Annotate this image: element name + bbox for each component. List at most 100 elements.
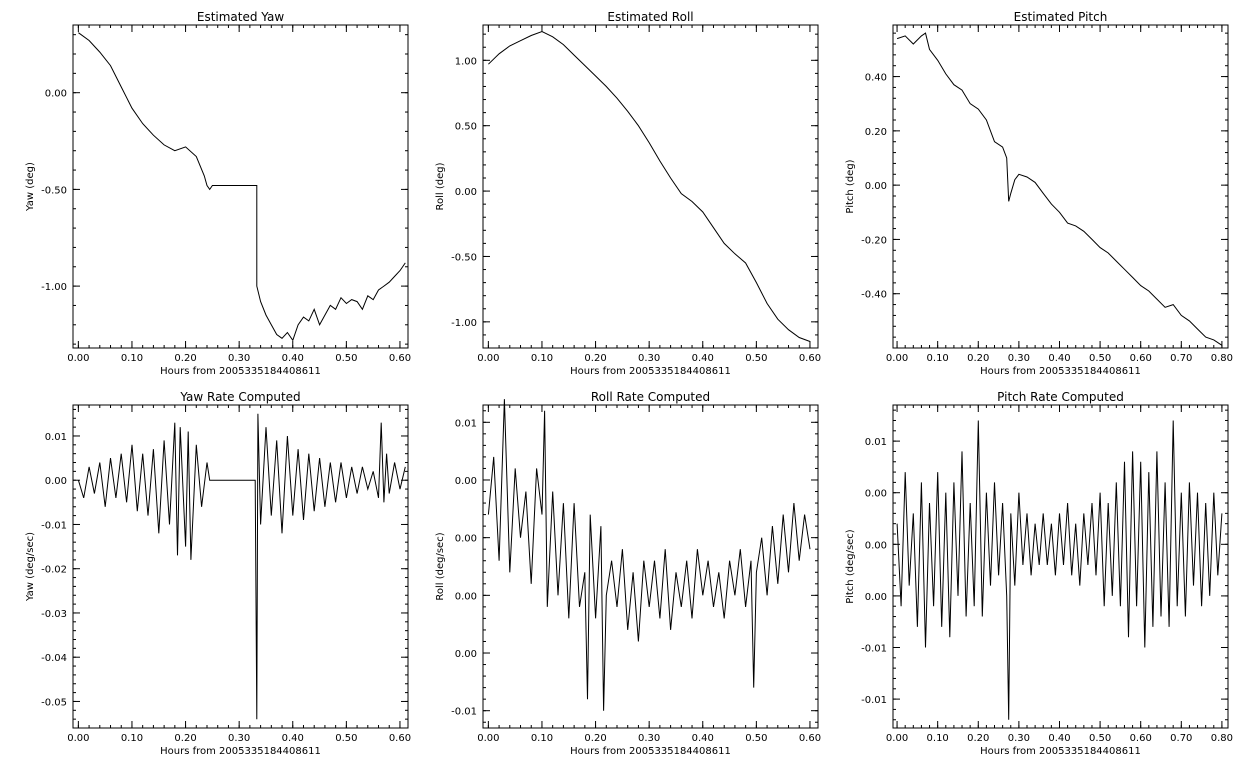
x-tick-label: 0.30 [638, 733, 660, 744]
y-tick-label: 0.00 [455, 591, 477, 602]
y-tick-label: -0.01 [861, 695, 887, 706]
y-axis-label: Roll (deg/sec) [435, 532, 446, 600]
x-tick-label: 0.50 [335, 353, 357, 364]
plot-frame [892, 404, 1229, 729]
x-tick-label: 0.80 [1211, 353, 1233, 364]
x-axis-label: Hours from 2005335184408611 [160, 746, 321, 757]
plot-frame [892, 24, 1229, 349]
y-tick-label: 0.00 [455, 187, 477, 198]
x-tick-label: 0.20 [174, 733, 196, 744]
y-axis-label: Yaw (deg/sec) [25, 532, 36, 602]
x-tick-label: 0.20 [584, 353, 606, 364]
x-tick-label: 0.80 [1211, 733, 1233, 744]
y-tick-label: 1.00 [455, 56, 477, 67]
x-tick-label: 0.40 [1048, 733, 1070, 744]
y-tick-label: 0.20 [865, 127, 887, 138]
x-tick-label: 0.20 [584, 733, 606, 744]
y-tick-label: 0.01 [455, 418, 477, 429]
x-tick-label: 0.00 [886, 733, 908, 744]
x-tick-label: 0.10 [927, 733, 949, 744]
x-tick-label: 0.10 [121, 353, 143, 364]
series-line-1 [488, 30, 811, 342]
chart-panel-6: 0.00 0.10 0.20 0.30 0.40 0.50 0.60 0.70 0.80 0.01… [845, 390, 1233, 757]
x-tick-label: 0.10 [121, 733, 143, 744]
y-tick-label: 0.00 [865, 489, 887, 500]
plot-frame [72, 404, 409, 729]
plot-frame [482, 404, 819, 729]
chart-title: Yaw Rate Computed [179, 390, 300, 404]
x-tick-label: 0.00 [477, 353, 499, 364]
x-tick-label: 0.40 [282, 733, 304, 744]
x-tick-label: 0.20 [967, 733, 989, 744]
x-tick-label: 0.10 [531, 353, 553, 364]
x-tick-label: 0.70 [1170, 353, 1192, 364]
y-axis-label: Pitch (deg) [845, 159, 856, 213]
x-axis-label: Hours from 2005335184408611 [160, 366, 321, 377]
x-tick-label: 0.60 [1130, 733, 1152, 744]
y-tick-label: -0.01 [861, 644, 887, 655]
x-tick-label: 0.60 [1130, 353, 1152, 364]
y-tick-label: -0.40 [861, 290, 887, 301]
chart-panel-3: 0.00 0.10 0.20 0.30 0.40 0.50 0.60 0.70 0.80 0.40… [845, 10, 1233, 377]
x-tick-label: 0.00 [477, 733, 499, 744]
x-tick-label: 0.70 [1170, 733, 1192, 744]
series-line-1 [896, 32, 1223, 346]
y-tick-label: -0.02 [41, 565, 67, 576]
plot-frame [482, 24, 819, 349]
y-tick-label: 0.00 [455, 534, 477, 545]
x-tick-label: 0.50 [1089, 353, 1111, 364]
y-tick-label: -0.20 [861, 235, 887, 246]
y-tick-label: 0.00 [865, 181, 887, 192]
y-axis-label: Pitch (deg/sec) [845, 529, 856, 604]
y-tick-label: -0.05 [41, 697, 67, 708]
chart-title: Estimated Pitch [1014, 10, 1108, 24]
x-tick-label: 0.60 [799, 733, 821, 744]
chart-panel-2: 0.00 0.10 0.20 0.30 0.40 0.50 0.60 1.00 0.50 0.00… [435, 10, 821, 377]
x-tick-label: 0.30 [1008, 353, 1030, 364]
y-tick-label: -1.00 [451, 318, 477, 329]
y-tick-label: 0.00 [455, 476, 477, 487]
chart-title: Roll Rate Computed [591, 390, 710, 404]
x-tick-label: 0.10 [531, 733, 553, 744]
x-tick-label: 0.60 [389, 733, 411, 744]
x-tick-label: 0.60 [389, 353, 411, 364]
x-tick-label: 0.00 [886, 353, 908, 364]
x-axis-label: Hours from 2005335184408611 [980, 366, 1141, 377]
x-axis-label: Hours from 2005335184408611 [980, 746, 1141, 757]
x-tick-label: 0.50 [745, 353, 767, 364]
y-tick-label: 0.00 [865, 592, 887, 603]
y-tick-label: 0.01 [45, 432, 67, 443]
x-tick-label: 0.40 [692, 353, 714, 364]
y-tick-label: -0.04 [41, 653, 67, 664]
y-tick-label: -0.01 [451, 707, 477, 718]
y-tick-label: -0.01 [41, 520, 67, 531]
x-tick-label: 0.50 [335, 733, 357, 744]
y-axis-label: Yaw (deg) [25, 162, 36, 212]
y-axis-label: Roll (deg) [435, 162, 446, 210]
x-tick-label: 0.50 [745, 733, 767, 744]
x-tick-label: 0.30 [228, 733, 250, 744]
y-tick-label: 0.01 [865, 437, 887, 448]
x-tick-label: 0.30 [638, 353, 660, 364]
series-line-1 [78, 32, 406, 342]
x-axis-label: Hours from 2005335184408611 [570, 746, 731, 757]
series-line-1 [896, 420, 1223, 720]
chart-title: Estimated Yaw [197, 10, 284, 24]
x-tick-label: 0.20 [174, 353, 196, 364]
chart-title: Estimated Roll [607, 10, 693, 24]
chart-panel-4: 0.00 0.10 0.20 0.30 0.40 0.50 0.60 0.01 0.00 -0.0… [25, 390, 411, 757]
y-tick-label: -0.50 [41, 185, 67, 196]
x-tick-label: 0.40 [282, 353, 304, 364]
x-tick-label: 0.60 [799, 353, 821, 364]
plot-frame [72, 24, 409, 349]
x-tick-label: 0.40 [1048, 353, 1070, 364]
x-axis-label: Hours from 2005335184408611 [570, 366, 731, 377]
x-tick-label: 0.00 [67, 353, 89, 364]
x-tick-label: 0.30 [1008, 733, 1030, 744]
y-tick-label: 0.00 [455, 649, 477, 660]
y-tick-label: 0.40 [865, 73, 887, 84]
series-line-1 [77, 413, 406, 720]
y-tick-label: -0.03 [41, 609, 67, 620]
